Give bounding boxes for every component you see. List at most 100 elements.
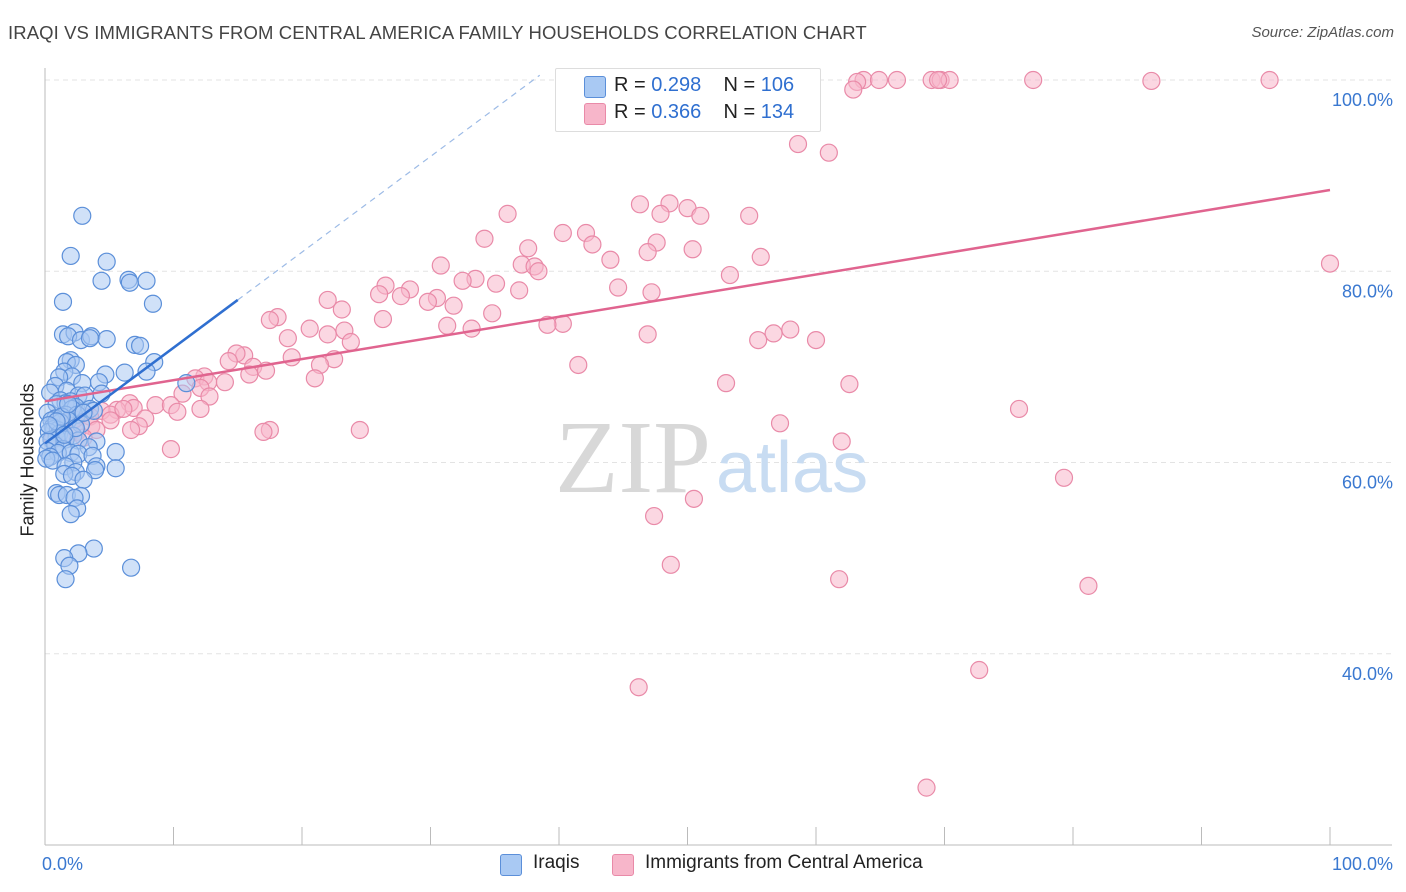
series-swatch-iraqis bbox=[500, 854, 522, 876]
data-point-central-america bbox=[114, 399, 133, 419]
data-point-central-america bbox=[305, 369, 324, 388]
series-legend-label: Iraqis bbox=[533, 852, 580, 873]
data-point-iraqis bbox=[53, 292, 73, 311]
legend-swatch-central-america bbox=[584, 103, 606, 125]
data-point-central-america bbox=[240, 365, 259, 384]
chart-title: IRAQI VS IMMIGRANTS FROM CENTRAL AMERICA… bbox=[8, 22, 867, 43]
data-point-central-america bbox=[341, 332, 360, 352]
data-point-central-america bbox=[1260, 70, 1279, 90]
data-point-central-america bbox=[254, 422, 273, 441]
data-point-iraqis bbox=[137, 362, 156, 381]
legend-r-value: 0.298 bbox=[651, 74, 702, 96]
data-point-central-america bbox=[609, 278, 628, 297]
data-point-central-america bbox=[462, 319, 481, 338]
data-point-central-america bbox=[510, 281, 529, 300]
data-point-central-america bbox=[642, 283, 661, 302]
data-point-central-america bbox=[418, 292, 438, 311]
watermark-zip: ZIP bbox=[555, 400, 711, 515]
series-legend: Iraqis Immigrants from Central America bbox=[0, 852, 1406, 878]
data-point-central-america bbox=[391, 287, 411, 306]
data-point-central-america bbox=[553, 223, 572, 243]
data-point-central-america bbox=[740, 206, 759, 225]
data-point-central-america bbox=[101, 411, 120, 430]
legend-box: R = 0.298 N = 106 R = 0.366 N = 134 bbox=[555, 68, 821, 132]
data-point-central-america bbox=[869, 70, 889, 90]
data-point-central-america bbox=[970, 660, 989, 680]
data-point-central-america bbox=[629, 678, 648, 697]
data-point-central-america bbox=[370, 285, 389, 304]
data-point-central-america bbox=[168, 402, 187, 421]
data-point-central-america bbox=[840, 374, 859, 394]
data-point-central-america bbox=[121, 420, 141, 440]
data-point-iraqis bbox=[73, 206, 92, 225]
trend-lines bbox=[44, 74, 1331, 445]
data-point-iraqis bbox=[56, 570, 75, 589]
data-point-central-america bbox=[486, 274, 506, 293]
legend-n-value: 134 bbox=[760, 101, 795, 123]
data-point-central-america bbox=[844, 80, 863, 99]
y-tick-label: 40.0% bbox=[1342, 664, 1393, 684]
data-point-iraqis bbox=[120, 273, 139, 292]
x-tick-label: 0.0% bbox=[42, 854, 83, 874]
data-point-central-america bbox=[300, 319, 319, 338]
data-point-central-america bbox=[1054, 468, 1074, 487]
data-point-central-america bbox=[453, 271, 472, 290]
data-point-central-america bbox=[887, 70, 907, 90]
legend-n-label: N = bbox=[723, 74, 761, 96]
trend-line-iraqis bbox=[44, 298, 239, 445]
data-point-central-america bbox=[161, 440, 181, 459]
data-point-central-america bbox=[498, 204, 517, 223]
data-point-central-america bbox=[431, 256, 450, 275]
data-point-iraqis bbox=[137, 271, 156, 290]
data-point-central-america bbox=[260, 310, 279, 330]
data-point-central-america bbox=[438, 316, 457, 335]
data-point-iraqis bbox=[106, 459, 125, 478]
data-point-central-america bbox=[200, 387, 219, 406]
data-point-central-america bbox=[749, 331, 768, 350]
data-point-central-america bbox=[1142, 71, 1161, 91]
data-point-central-america bbox=[819, 143, 838, 162]
data-point-central-america bbox=[630, 195, 650, 214]
data-point-central-america bbox=[583, 235, 602, 254]
trend-line-iraqis-extension bbox=[237, 74, 541, 301]
tick-labels: 40.0% 60.0% 80.0% 100.0% 0.0% 100.0% bbox=[42, 90, 1393, 874]
data-point-central-america bbox=[373, 309, 393, 329]
data-point-central-america bbox=[318, 325, 337, 344]
data-point-central-america bbox=[215, 373, 234, 392]
legend-n-label: N = bbox=[723, 101, 761, 123]
data-point-iraqis bbox=[80, 329, 100, 348]
data-point-central-america bbox=[716, 374, 736, 393]
data-point-central-america bbox=[917, 778, 936, 797]
data-point-central-america bbox=[751, 247, 770, 267]
legend-r-label: R = bbox=[614, 74, 652, 96]
series-swatch-central-america bbox=[612, 854, 634, 876]
data-point-central-america bbox=[519, 239, 538, 258]
data-point-central-america bbox=[282, 348, 301, 367]
data-point-central-america bbox=[638, 325, 657, 344]
y-tick-label: 100.0% bbox=[1332, 90, 1393, 110]
data-point-iraqis bbox=[61, 246, 80, 266]
data-point-central-america bbox=[830, 570, 849, 589]
data-point-central-america bbox=[684, 489, 704, 508]
data-point-central-america bbox=[1320, 254, 1340, 273]
data-point-central-america bbox=[483, 304, 502, 323]
watermark: ZIP atlas bbox=[555, 400, 868, 515]
data-point-iraqis bbox=[106, 442, 125, 462]
data-point-central-america bbox=[770, 414, 790, 433]
data-point-central-america bbox=[529, 262, 548, 281]
data-point-central-america bbox=[219, 352, 238, 371]
data-point-central-america bbox=[651, 204, 670, 223]
data-point-iraqis bbox=[115, 363, 134, 382]
data-point-central-america bbox=[928, 70, 948, 90]
data-point-iraqis bbox=[59, 395, 78, 414]
data-point-iraqis bbox=[97, 252, 116, 271]
legend-swatch-iraqis bbox=[584, 76, 606, 98]
data-point-iraqis bbox=[130, 336, 150, 355]
data-point-central-america bbox=[644, 506, 664, 526]
data-point-central-america bbox=[475, 229, 494, 248]
data-point-iraqis bbox=[121, 558, 141, 577]
data-point-central-america bbox=[832, 432, 851, 451]
data-point-central-america bbox=[1009, 399, 1029, 419]
legend-r-label: R = bbox=[614, 101, 652, 123]
